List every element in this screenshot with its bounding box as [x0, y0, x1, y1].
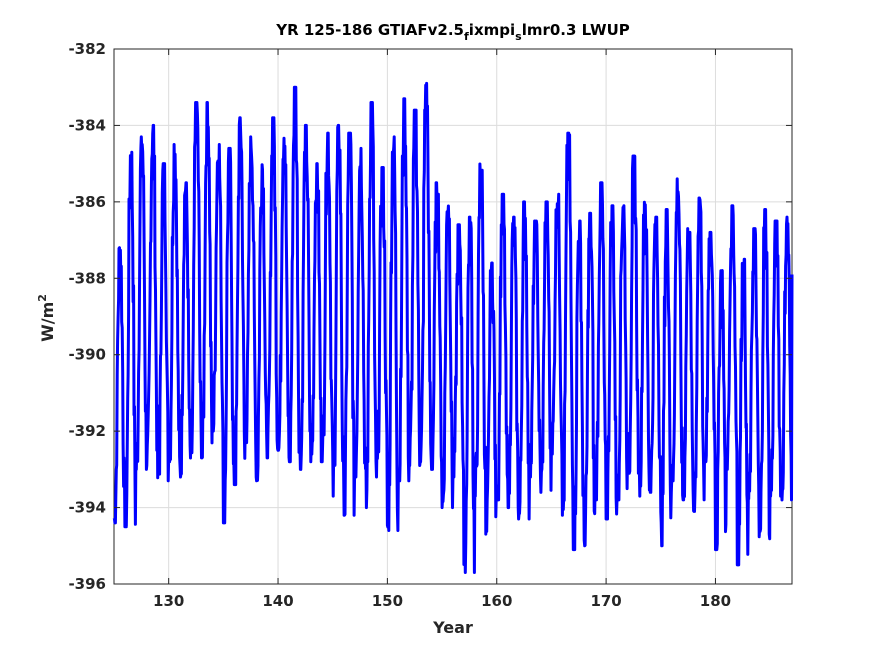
- y-axis-label: W/m2: [36, 294, 57, 342]
- x-tick-label: 130: [153, 592, 184, 610]
- series-line: [112, 81, 794, 574]
- y-tick-label: -392: [68, 422, 106, 440]
- y-tick-label: -388: [68, 269, 106, 287]
- y-axis-label-base: W/m: [38, 302, 57, 342]
- chart-title-subscript-1: f: [464, 30, 469, 43]
- chart-title: YR 125-186 GTIAFv2.5fixmpislmr0.3 LWUP: [275, 21, 630, 43]
- axis-ticks: 130 140 150 160 170 180 -396 -394 -392 -390 -388 -3…: [68, 40, 792, 610]
- y-axis-label-superscript: 2: [36, 294, 49, 302]
- y-tick-label: -384: [68, 116, 106, 134]
- y-tick-label: -386: [68, 193, 106, 211]
- series-layer: [112, 81, 794, 574]
- x-tick-label: 150: [372, 592, 403, 610]
- x-tick-label: 140: [262, 592, 293, 610]
- chart-title-middle: ixmpi: [469, 21, 515, 39]
- chart-title-prefix: YR 125-186 GTIAFv2.5: [275, 21, 464, 39]
- x-tick-label: 160: [481, 592, 512, 610]
- y-tick-label: -390: [68, 346, 106, 364]
- chart-title-subscript-2: s: [515, 30, 522, 43]
- x-tick-label: 170: [590, 592, 621, 610]
- chart-title-suffix: lmr0.3 LWUP: [522, 21, 630, 39]
- x-tick-label: 180: [700, 592, 731, 610]
- y-tick-label: -382: [68, 40, 106, 58]
- y-tick-label: -394: [68, 499, 106, 517]
- y-tick-label: -396: [68, 575, 106, 593]
- x-axis-label: Year: [432, 618, 473, 637]
